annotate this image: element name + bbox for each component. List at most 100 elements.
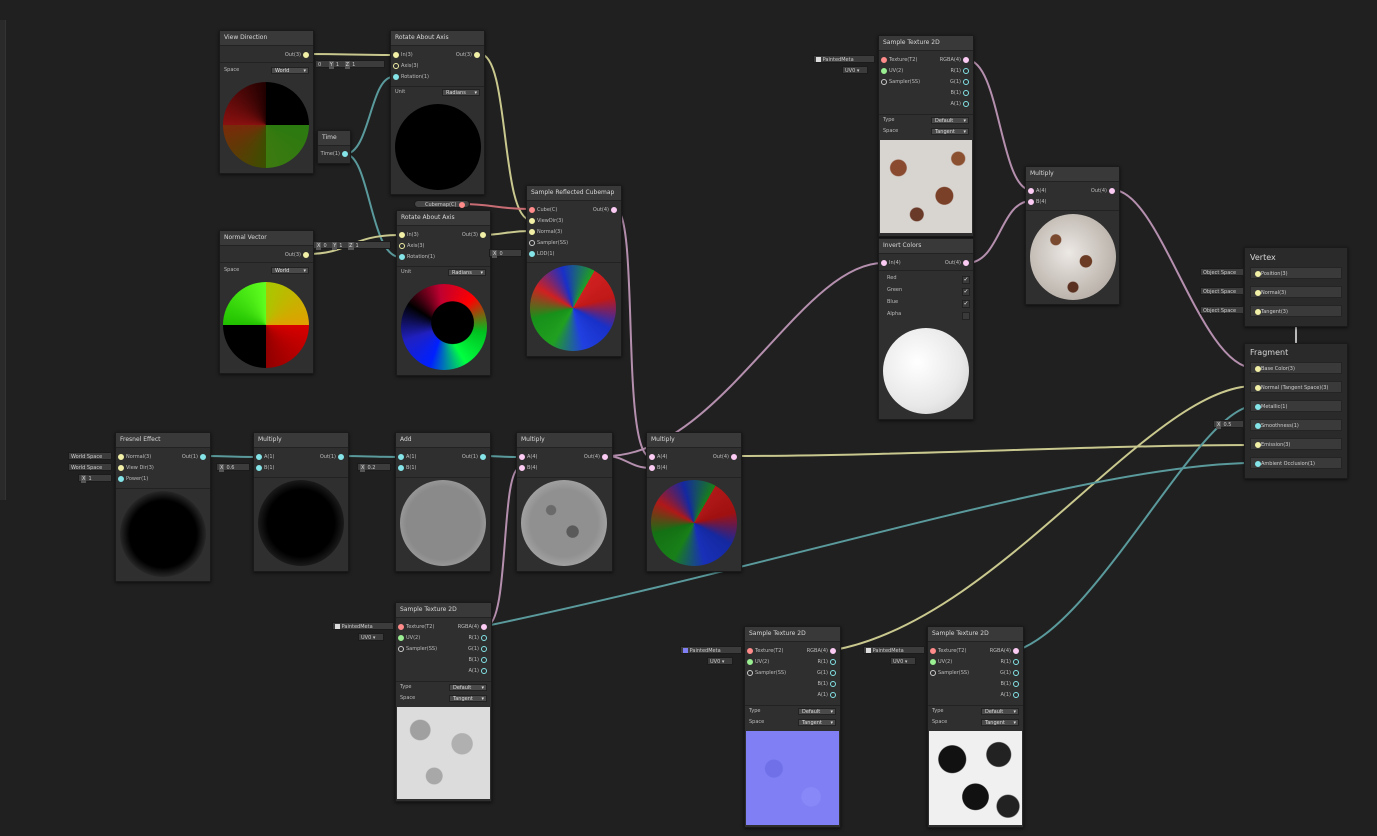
input-port[interactable]: ViewDir(3) (527, 217, 563, 226)
b-value[interactable]: 0.2 (367, 465, 376, 471)
port-dot-icon[interactable] (930, 669, 936, 676)
viewdir-space-input[interactable]: World Space (68, 463, 112, 471)
input-port[interactable]: In(4) (879, 259, 901, 268)
port-dot-icon[interactable] (519, 464, 525, 471)
port-dot-icon[interactable] (1255, 385, 1261, 391)
type-dropdown[interactable]: Default (449, 684, 487, 692)
port-dot-icon[interactable] (881, 56, 887, 63)
vertex-tangent-space[interactable]: Object Space (1200, 306, 1244, 314)
input-port[interactable]: A(1) (254, 453, 275, 462)
vertex-position-space[interactable]: Object Space (1200, 268, 1244, 276)
port-dot-icon[interactable] (399, 253, 405, 260)
node-multiply-1[interactable]: Multiply A(1) B(1) Out(1) (253, 432, 349, 572)
port-dot-icon[interactable] (747, 658, 753, 665)
output-port[interactable]: G(1) (1000, 669, 1021, 678)
port-dot-icon[interactable] (963, 67, 969, 74)
node-sample-texture-mask[interactable]: Sample Texture 2D Texture(T2) UV(2) Samp… (927, 626, 1024, 828)
port-dot-icon[interactable] (611, 206, 617, 213)
texture-name[interactable]: PaintedMeta (822, 57, 854, 63)
port-dot-icon[interactable] (649, 464, 655, 471)
port-dot-icon[interactable] (963, 78, 969, 85)
output-port[interactable]: RGBA(4) (458, 623, 489, 632)
port-dot-icon[interactable] (649, 453, 655, 460)
output-port[interactable]: A(1) (1000, 691, 1021, 700)
input-port[interactable]: A(1) (396, 453, 417, 462)
fragment-slot-emission[interactable]: Emission(3) (1250, 438, 1342, 450)
texture-name[interactable]: PaintedMeta (689, 648, 721, 654)
output-port[interactable]: Out(3) (285, 251, 311, 260)
port-dot-icon[interactable] (481, 667, 487, 674)
output-port[interactable]: Out(1) (320, 453, 346, 462)
port-dot-icon[interactable] (1109, 187, 1115, 194)
output-port[interactable]: R(1) (468, 634, 489, 643)
input-port[interactable]: UV(2) (396, 634, 420, 643)
output-port[interactable]: B(1) (468, 656, 489, 665)
port-dot-icon[interactable] (338, 453, 344, 460)
port-dot-icon[interactable] (481, 623, 487, 630)
port-dot-icon[interactable] (830, 647, 836, 654)
port-dot-icon[interactable] (393, 51, 399, 58)
port-dot-icon[interactable] (519, 453, 525, 460)
node-multiply-3[interactable]: Multiply A(4) B(4) Out(4) (646, 432, 742, 572)
port-dot-icon[interactable] (118, 453, 124, 460)
port-dot-icon[interactable] (1013, 669, 1019, 676)
node-rotate-about-axis-1[interactable]: Rotate About Axis In(3) Axis(3) Rotation… (390, 30, 485, 195)
output-port[interactable]: Time(1) (321, 150, 350, 159)
input-port[interactable]: Axis(3) (391, 62, 418, 71)
cubemap-property[interactable]: Cubemap(C) (414, 200, 470, 208)
port-dot-icon[interactable] (881, 259, 887, 266)
node-multiply-2[interactable]: Multiply A(4) B(4) Out(4) (516, 432, 613, 572)
smoothness-value[interactable]: 0.5 (1223, 422, 1232, 428)
output-port[interactable]: G(1) (950, 78, 971, 87)
port-dot-icon[interactable] (481, 634, 487, 641)
port-dot-icon[interactable] (459, 202, 465, 208)
input-port[interactable]: Power(1) (116, 475, 148, 484)
b-value[interactable]: 0.6 (226, 465, 235, 471)
port-dot-icon[interactable] (830, 691, 836, 698)
red-checkbox[interactable]: ✓ (962, 276, 970, 284)
port-dot-icon[interactable] (747, 647, 753, 654)
uv-input[interactable]: UV0 ▾ (707, 657, 733, 665)
port-dot-icon[interactable] (1255, 290, 1261, 296)
port-dot-icon[interactable] (1013, 647, 1019, 654)
port-dot-icon[interactable] (602, 453, 608, 460)
input-port[interactable]: Rotation(1) (397, 253, 435, 262)
port-dot-icon[interactable] (830, 680, 836, 687)
port-dot-icon[interactable] (481, 645, 487, 652)
space-dropdown[interactable]: World (271, 267, 309, 275)
node-view-direction[interactable]: View Direction Out(3) Space World (219, 30, 314, 174)
output-port[interactable]: R(1) (950, 67, 971, 76)
input-port[interactable]: UV(2) (928, 658, 952, 667)
port-dot-icon[interactable] (480, 231, 486, 238)
space-dropdown[interactable]: Tangent (931, 128, 969, 136)
input-port[interactable]: Texture(T2) (879, 56, 917, 65)
vertex-slot-tangent[interactable]: Tangent(3) (1250, 305, 1342, 317)
fragment-slot-smoothness[interactable]: Smoothness(1) (1250, 419, 1342, 431)
port-dot-icon[interactable] (1255, 309, 1261, 315)
uv-value[interactable]: UV0 (710, 659, 721, 665)
input-port[interactable]: Normal(3) (116, 453, 151, 462)
input-port[interactable]: B(4) (517, 464, 538, 473)
space-value[interactable]: Object Space (1203, 308, 1237, 314)
node-multiply-top[interactable]: Multiply A(4) B(4) Out(4) (1025, 166, 1120, 305)
output-port[interactable]: B(1) (817, 680, 838, 689)
node-sample-texture-normal[interactable]: Sample Texture 2D Texture(T2) UV(2) Samp… (744, 626, 841, 828)
type-dropdown[interactable]: Default (981, 708, 1019, 716)
input-port[interactable]: A(4) (647, 453, 668, 462)
axis-x-value[interactable]: 0 (323, 243, 327, 249)
output-port[interactable]: A(1) (950, 100, 971, 109)
node-rotate-about-axis-2[interactable]: Rotate About Axis In(3) Axis(3) Rotation… (396, 210, 491, 376)
green-checkbox[interactable]: ✓ (962, 288, 970, 296)
output-port[interactable]: RGBA(4) (807, 647, 838, 656)
port-dot-icon[interactable] (118, 464, 124, 471)
output-port[interactable]: Out(4) (945, 259, 971, 268)
port-dot-icon[interactable] (930, 658, 936, 665)
type-dropdown[interactable]: Default (931, 117, 969, 125)
port-dot-icon[interactable] (930, 647, 936, 654)
space-dropdown[interactable]: Tangent (449, 695, 487, 703)
uv-value[interactable]: UV0 (361, 635, 372, 641)
lod-value[interactable]: 0 (499, 251, 503, 257)
fragment-slot-metallic[interactable]: Metallic(1) (1250, 400, 1342, 412)
output-port[interactable]: A(1) (817, 691, 838, 700)
